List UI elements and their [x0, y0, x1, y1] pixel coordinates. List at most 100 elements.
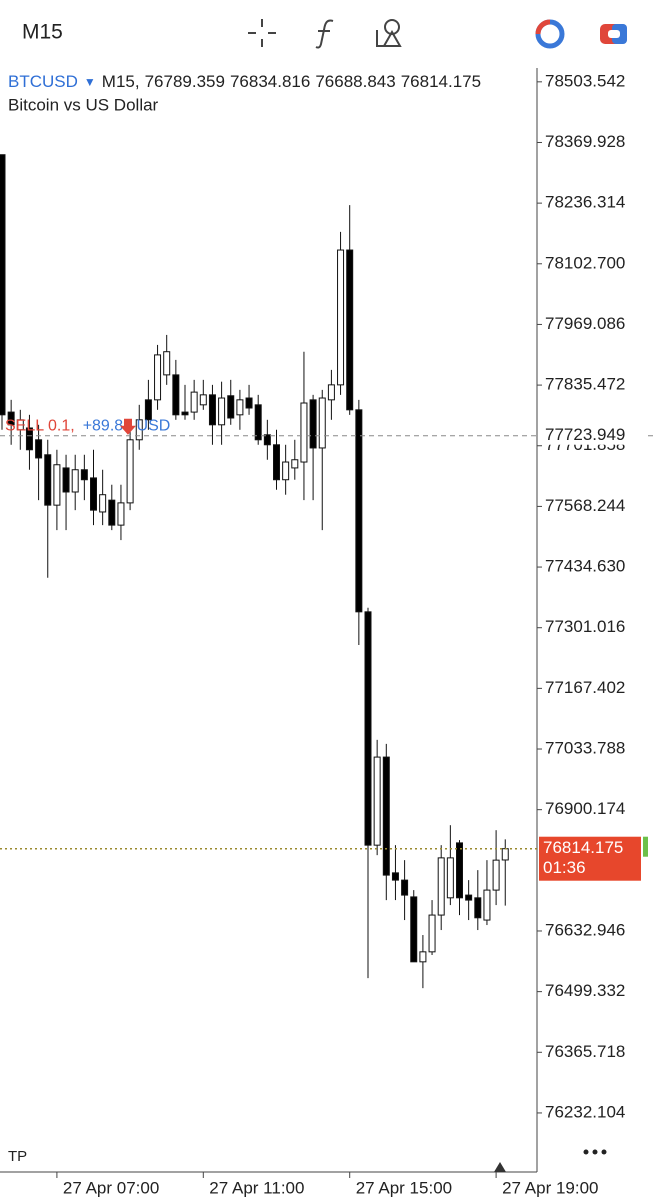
price-box-tab	[643, 836, 648, 857]
y-tick-label: 78102.700	[545, 253, 625, 272]
more-button[interactable]	[583, 1149, 607, 1155]
candle	[346, 205, 354, 415]
candle	[208, 384, 216, 445]
candle	[410, 890, 418, 963]
candle	[0, 154, 6, 430]
candle-body	[373, 756, 381, 846]
candle-body	[163, 351, 171, 376]
candle-body	[144, 399, 152, 421]
candle	[218, 381, 226, 445]
y-tick-label: 76632.946	[545, 920, 625, 939]
candle	[108, 484, 116, 531]
candle-body	[327, 384, 335, 401]
candle	[309, 394, 317, 501]
candle-body	[300, 402, 308, 463]
candle-body	[218, 397, 226, 426]
candle-body	[208, 394, 216, 426]
candle-body	[474, 897, 482, 919]
candle	[35, 424, 43, 501]
candle-body	[254, 404, 262, 441]
candle-body	[80, 469, 88, 481]
candle	[318, 389, 326, 531]
candle-body	[364, 611, 372, 846]
scroll-end-marker[interactable]	[494, 1162, 506, 1172]
candle	[154, 344, 162, 410]
y-tick-label: 77167.402	[545, 678, 625, 697]
candle-body	[35, 439, 43, 459]
candle	[126, 419, 134, 511]
ohlc-high: 76834.816	[230, 72, 310, 91]
candle	[16, 409, 24, 450]
x-tick-label: 27 Apr 19:00	[502, 1178, 598, 1197]
candle	[163, 334, 171, 385]
candle-body	[172, 374, 180, 416]
candle	[355, 399, 363, 645]
timeframe: M15,	[102, 72, 140, 91]
crosshair-icon[interactable]	[248, 19, 276, 47]
candle	[190, 379, 198, 420]
indicator-icon[interactable]	[315, 19, 334, 49]
candle	[117, 484, 125, 541]
x-tick-label: 27 Apr 11:00	[209, 1178, 304, 1197]
candle	[53, 449, 61, 531]
y-tick-label: 77835.472	[545, 375, 625, 394]
y-tick-label: 77568.244	[545, 496, 625, 515]
candle	[254, 394, 262, 445]
candle-body	[465, 894, 473, 901]
candle-body	[355, 409, 363, 613]
candle-body	[71, 469, 79, 493]
candle	[446, 825, 454, 906]
candle-body	[62, 467, 70, 493]
objects-icon[interactable]	[376, 19, 402, 47]
candle-body	[346, 249, 354, 411]
candle	[90, 449, 97, 526]
symbol: BTCUSD	[8, 72, 78, 91]
candle	[80, 454, 88, 501]
candle	[465, 880, 473, 921]
timeframe-button[interactable]: M15	[22, 21, 63, 44]
candle-body	[446, 857, 454, 899]
candle	[401, 860, 409, 921]
ohlc-close: 76814.175	[401, 72, 481, 91]
x-tick-label: 27 Apr 07:00	[63, 1178, 159, 1197]
sell-arrow	[120, 418, 136, 435]
candle-body	[90, 477, 97, 511]
candle	[99, 469, 107, 526]
candle-body	[428, 914, 436, 953]
candle-body	[410, 896, 418, 963]
candle	[144, 379, 152, 430]
candle-body	[53, 464, 61, 506]
candle-body	[419, 951, 427, 963]
y-tick-label: 78503.542	[545, 71, 625, 90]
candle	[291, 439, 299, 480]
candle	[7, 399, 15, 445]
y-tick-label: 77969.086	[545, 314, 625, 333]
candle	[172, 359, 180, 420]
toolbar: M15	[22, 19, 627, 49]
candle	[227, 379, 235, 425]
candle-body	[236, 399, 244, 416]
candle	[71, 454, 79, 511]
candle	[483, 860, 491, 926]
trade-icon[interactable]	[535, 19, 565, 49]
plot-area	[0, 68, 538, 1173]
tp-label: TP	[8, 1148, 27, 1165]
candle-body	[401, 879, 409, 896]
candle-body	[199, 394, 207, 406]
candle-body	[25, 427, 33, 451]
candle-body	[245, 397, 253, 409]
account-icon[interactable]	[600, 24, 627, 44]
candle-body	[501, 848, 509, 861]
symbol-dropdown[interactable]: ▼	[84, 75, 96, 89]
y-tick-label: 76365.718	[545, 1042, 625, 1061]
candle-body	[7, 411, 15, 426]
candle-body	[135, 419, 143, 441]
candle-body	[282, 461, 290, 481]
candle-body	[99, 494, 107, 513]
order-price-box	[539, 424, 647, 445]
candle	[263, 419, 271, 460]
candle-body	[154, 354, 162, 401]
symbol-description: Bitcoin vs US Dollar	[8, 95, 159, 114]
